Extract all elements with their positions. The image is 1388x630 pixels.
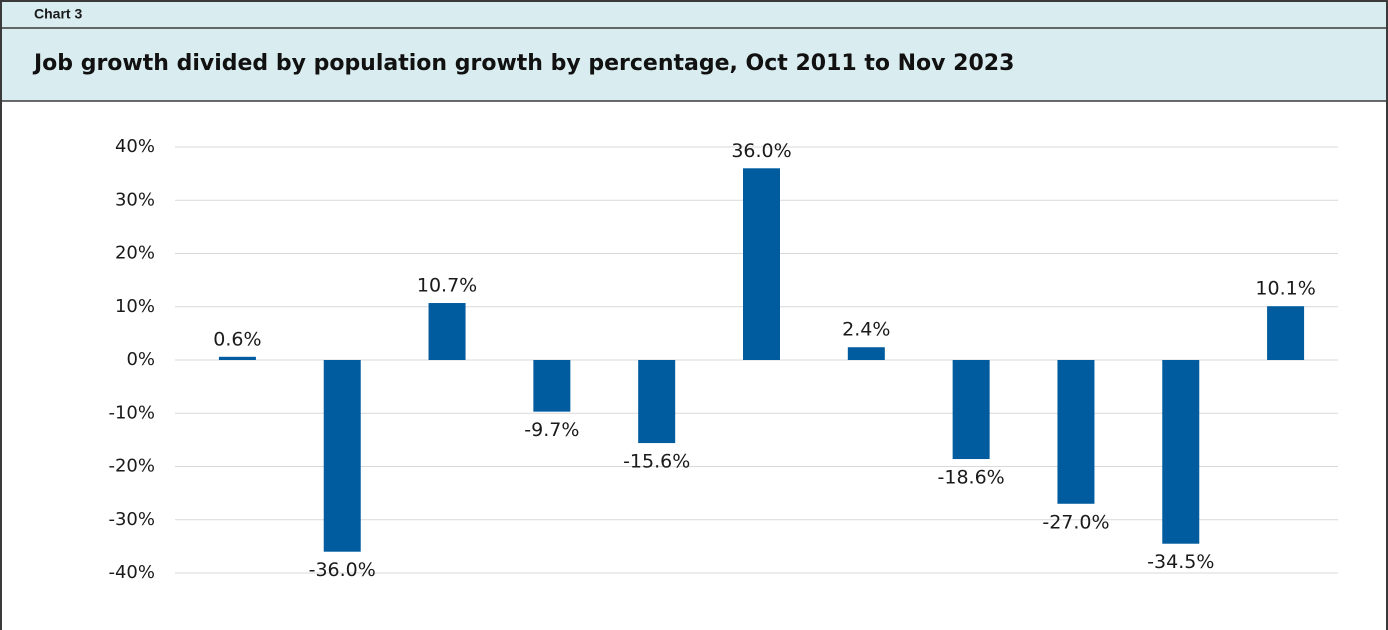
- value-label: -36.0%: [309, 559, 376, 581]
- chart-title: Job growth divided by population growth …: [32, 51, 1014, 76]
- value-label: -18.6%: [938, 467, 1005, 489]
- value-label: 0.6%: [213, 328, 261, 350]
- y-tick-label: -40%: [108, 562, 155, 583]
- value-label: -9.7%: [524, 419, 579, 441]
- bar: [1162, 360, 1200, 544]
- value-label: 10.1%: [1255, 278, 1315, 300]
- y-tick-label: -30%: [108, 509, 155, 530]
- bar: [218, 356, 256, 360]
- value-label: -27.0%: [1042, 511, 1109, 533]
- bar: [533, 360, 571, 412]
- bar: [638, 360, 676, 444]
- y-tick-label: 0%: [126, 349, 155, 370]
- bar: [1267, 306, 1305, 360]
- y-tick-label: 20%: [115, 243, 155, 264]
- y-tick-label: 30%: [115, 189, 155, 210]
- value-label: -34.5%: [1147, 551, 1214, 573]
- chart-label: Chart 3: [34, 6, 82, 22]
- bar: [428, 303, 466, 360]
- value-label: -15.6%: [623, 451, 690, 473]
- header-band: [1, 1, 1387, 101]
- bar: [1057, 360, 1095, 504]
- plot: -40% -30% -20% -10% 0% 10% 20% 30% 40% 0.6% -36.0%…: [108, 136, 1338, 583]
- y-tick-label: -10%: [108, 402, 155, 423]
- value-label: 10.7%: [417, 275, 477, 297]
- y-tick-label: 10%: [115, 296, 155, 317]
- bar: [323, 360, 361, 552]
- bar: [952, 360, 990, 460]
- bar: [847, 347, 885, 360]
- bar: [743, 168, 780, 360]
- value-label: 36.0%: [731, 140, 791, 162]
- y-tick-label: -20%: [108, 456, 155, 477]
- value-label: 2.4%: [842, 319, 890, 341]
- y-tick-label: 40%: [115, 136, 155, 157]
